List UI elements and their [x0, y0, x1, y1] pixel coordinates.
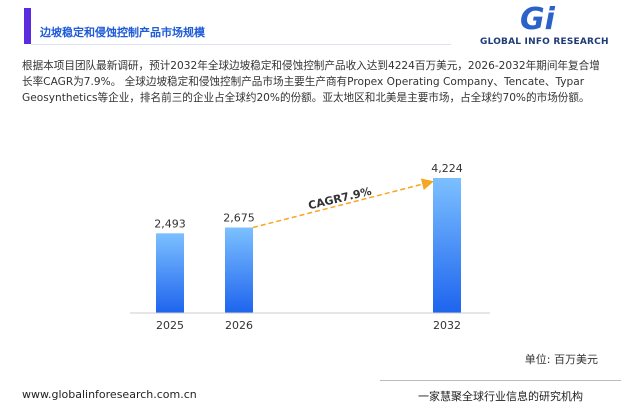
logo-mark: Gi	[520, 2, 555, 37]
header-line	[31, 44, 451, 45]
footer-url: www.globalinforesearch.com.cn	[22, 388, 197, 401]
x-tick-label: 2032	[433, 319, 461, 332]
logo-text: GLOBAL INFO RESEARCH	[480, 37, 609, 47]
description: 根据本项目团队最新调研，预计2032年全球边坡稳定和侵蚀控制产品收入达到4224…	[22, 60, 600, 104]
x-tick-label: 2026	[225, 319, 253, 332]
footer-slogan: 一家慧聚全球行业信息的研究机构	[418, 390, 583, 403]
x-tick-label: 2025	[156, 319, 184, 332]
title-accent	[24, 8, 31, 44]
chart-title: 边坡稳定和侵蚀控制产品市场规模	[40, 26, 205, 39]
footer-line	[380, 380, 621, 381]
value-label: 2,493	[154, 217, 186, 230]
unit-label: 单位: 百万美元	[525, 352, 598, 366]
cagr-arrow	[252, 178, 434, 229]
cagr-label: CAGR7.9%	[307, 185, 373, 213]
bar	[156, 233, 184, 313]
value-label: 4,224	[431, 162, 463, 175]
bar	[225, 227, 253, 313]
chart: 单位: 百万美元 2,493 2025 2,675 2026 4,224 2032 CAGR…	[130, 162, 598, 366]
bar	[433, 178, 461, 313]
value-label: 2,675	[223, 212, 255, 225]
